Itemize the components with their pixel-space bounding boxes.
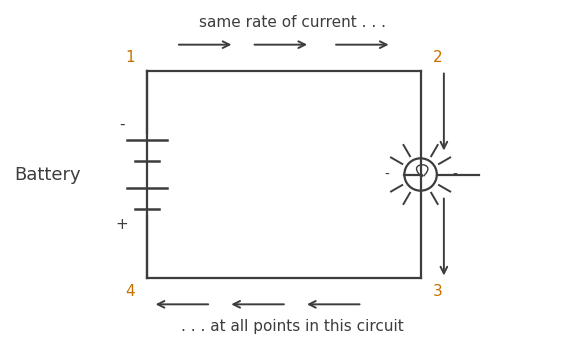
Text: -: - xyxy=(452,168,457,181)
Text: -: - xyxy=(119,117,125,132)
Text: Battery: Battery xyxy=(15,165,81,184)
Text: 3: 3 xyxy=(432,284,442,299)
Text: 2: 2 xyxy=(432,50,442,65)
Text: same rate of current . . .: same rate of current . . . xyxy=(199,15,386,30)
Text: 4: 4 xyxy=(125,284,135,299)
Text: 1: 1 xyxy=(125,50,135,65)
Text: . . . at all points in this circuit: . . . at all points in this circuit xyxy=(181,319,404,334)
Text: +: + xyxy=(116,217,129,232)
Text: -: - xyxy=(384,168,389,181)
